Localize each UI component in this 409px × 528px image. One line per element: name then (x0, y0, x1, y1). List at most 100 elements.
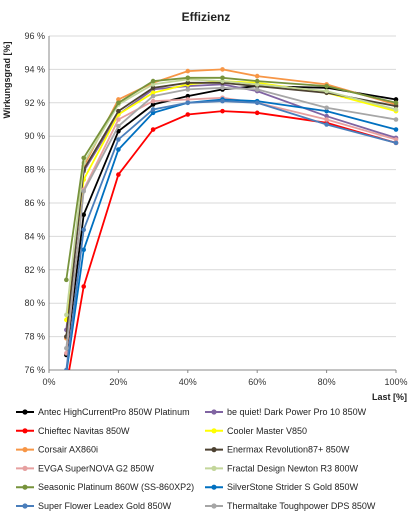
data-point (324, 108, 329, 114)
data-point (150, 107, 156, 112)
series-line (65, 86, 397, 349)
legend-item: EVGA SuperNOVA G2 850W (16, 463, 154, 473)
legend-item: Corsair AX860i (16, 445, 98, 455)
data-point (324, 113, 329, 119)
data-point (116, 100, 121, 106)
legend-label: Thermaltake Toughpower DPS 850W (227, 501, 376, 511)
legend-label: Seasonic Platinum 860W (SS-860XP2) (38, 482, 194, 492)
data-point (116, 137, 121, 142)
data-point (150, 78, 156, 84)
data-point (81, 155, 86, 161)
data-point (150, 98, 156, 104)
x-tick-label: 60% (248, 377, 266, 387)
series-line (65, 100, 397, 370)
data-point (185, 75, 191, 81)
data-point (393, 100, 399, 106)
data-point (64, 277, 69, 283)
axes (48, 36, 396, 371)
legend-label: be quiet! Dark Power Pro 10 850W (227, 407, 367, 417)
legend-item: Thermaltake Toughpower DPS 850W (205, 501, 376, 511)
y-axis-ticks: 76 % 78 % 80 % 82 % 84 % 86 % 88 % 90 % 92 % 94 %… (24, 31, 45, 375)
data-point (220, 85, 225, 91)
y-tick-label: 84 % (24, 231, 45, 241)
legend-label: Enermax Revolution87+ 850W (227, 445, 350, 455)
data-point (254, 82, 260, 87)
y-tick-label: 90 % (24, 131, 45, 141)
series-12 (64, 85, 399, 351)
y-tick-label: 92 % (24, 98, 45, 108)
data-point (185, 97, 191, 102)
data-point (81, 284, 86, 289)
legend-marker (211, 503, 217, 509)
legend-marker (211, 447, 217, 453)
data-point (150, 127, 156, 132)
data-point (81, 227, 86, 233)
data-point (324, 117, 329, 122)
series-8 (64, 77, 399, 318)
y-axis-label: Wirkungsgrad [%] (2, 42, 12, 119)
legend-label: Antec HighCurrentPro 850W Platinum (38, 407, 190, 417)
data-point (220, 75, 225, 81)
data-point (116, 117, 121, 122)
data-point (393, 127, 399, 132)
legend: Antec HighCurrentPro 850W Platinum be qui… (16, 407, 376, 511)
series-4 (64, 78, 399, 323)
data-point (393, 97, 399, 102)
legend-marker (211, 409, 217, 415)
data-point (393, 117, 399, 122)
data-point (64, 312, 69, 318)
x-tick-label: 80% (318, 377, 336, 387)
data-point (150, 102, 156, 107)
data-point (116, 147, 121, 152)
data-point (220, 78, 225, 84)
y-tick-label: 78 % (24, 332, 45, 342)
legend-marker (22, 409, 28, 415)
data-point (254, 100, 260, 106)
legend-marker (22, 447, 28, 453)
x-tick-label: 40% (179, 377, 197, 387)
legend-label: EVGA SuperNOVA G2 850W (38, 463, 154, 473)
x-tick-label: 20% (109, 377, 127, 387)
legend-marker (211, 428, 217, 434)
legend-marker (211, 484, 217, 490)
data-point (185, 80, 191, 86)
legend-item: Chieftec Navitas 850W (16, 426, 130, 436)
legend-item: Enermax Revolution87+ 850W (205, 445, 350, 455)
data-point (150, 93, 156, 99)
data-point (81, 247, 86, 253)
y-tick-label: 82 % (24, 265, 45, 275)
data-point (64, 371, 69, 376)
data-point (150, 90, 156, 96)
x-axis-label: Last [%] (372, 392, 407, 402)
data-point (116, 97, 121, 102)
legend-marker (22, 484, 28, 490)
x-axis-ticks: 0% 20% 40% 60% 80% 100% (42, 370, 408, 387)
legend-label: Corsair AX860i (38, 445, 98, 455)
series-6 (64, 80, 399, 339)
x-tick-label: 100% (384, 377, 407, 387)
data-point (150, 82, 156, 87)
series-line (65, 76, 397, 280)
legend-item: SilverStone Strider S Gold 850W (205, 482, 359, 492)
legend-label: Cooler Master V850 (227, 426, 307, 436)
data-point (324, 105, 329, 111)
series-9 (64, 75, 399, 283)
y-tick-label: 96 % (24, 31, 45, 41)
data-point (64, 367, 69, 370)
data-point (116, 123, 121, 129)
legend-label: Super Flower Leadex Gold 850W (38, 501, 172, 511)
series-line (68, 110, 397, 370)
data-point (220, 67, 225, 72)
data-point (116, 108, 121, 114)
legend-item: Super Flower Leadex Gold 850W (16, 501, 172, 511)
data-point (185, 87, 191, 92)
data-point (254, 87, 260, 92)
data-point (81, 212, 86, 217)
data-point (81, 189, 86, 194)
data-point (254, 110, 260, 116)
legend-item: Cooler Master V850 (205, 426, 307, 436)
data-point (185, 68, 191, 74)
chart-title: Effizienz (182, 10, 231, 24)
y-tick-label: 76 % (24, 365, 45, 375)
data-point (324, 83, 329, 89)
